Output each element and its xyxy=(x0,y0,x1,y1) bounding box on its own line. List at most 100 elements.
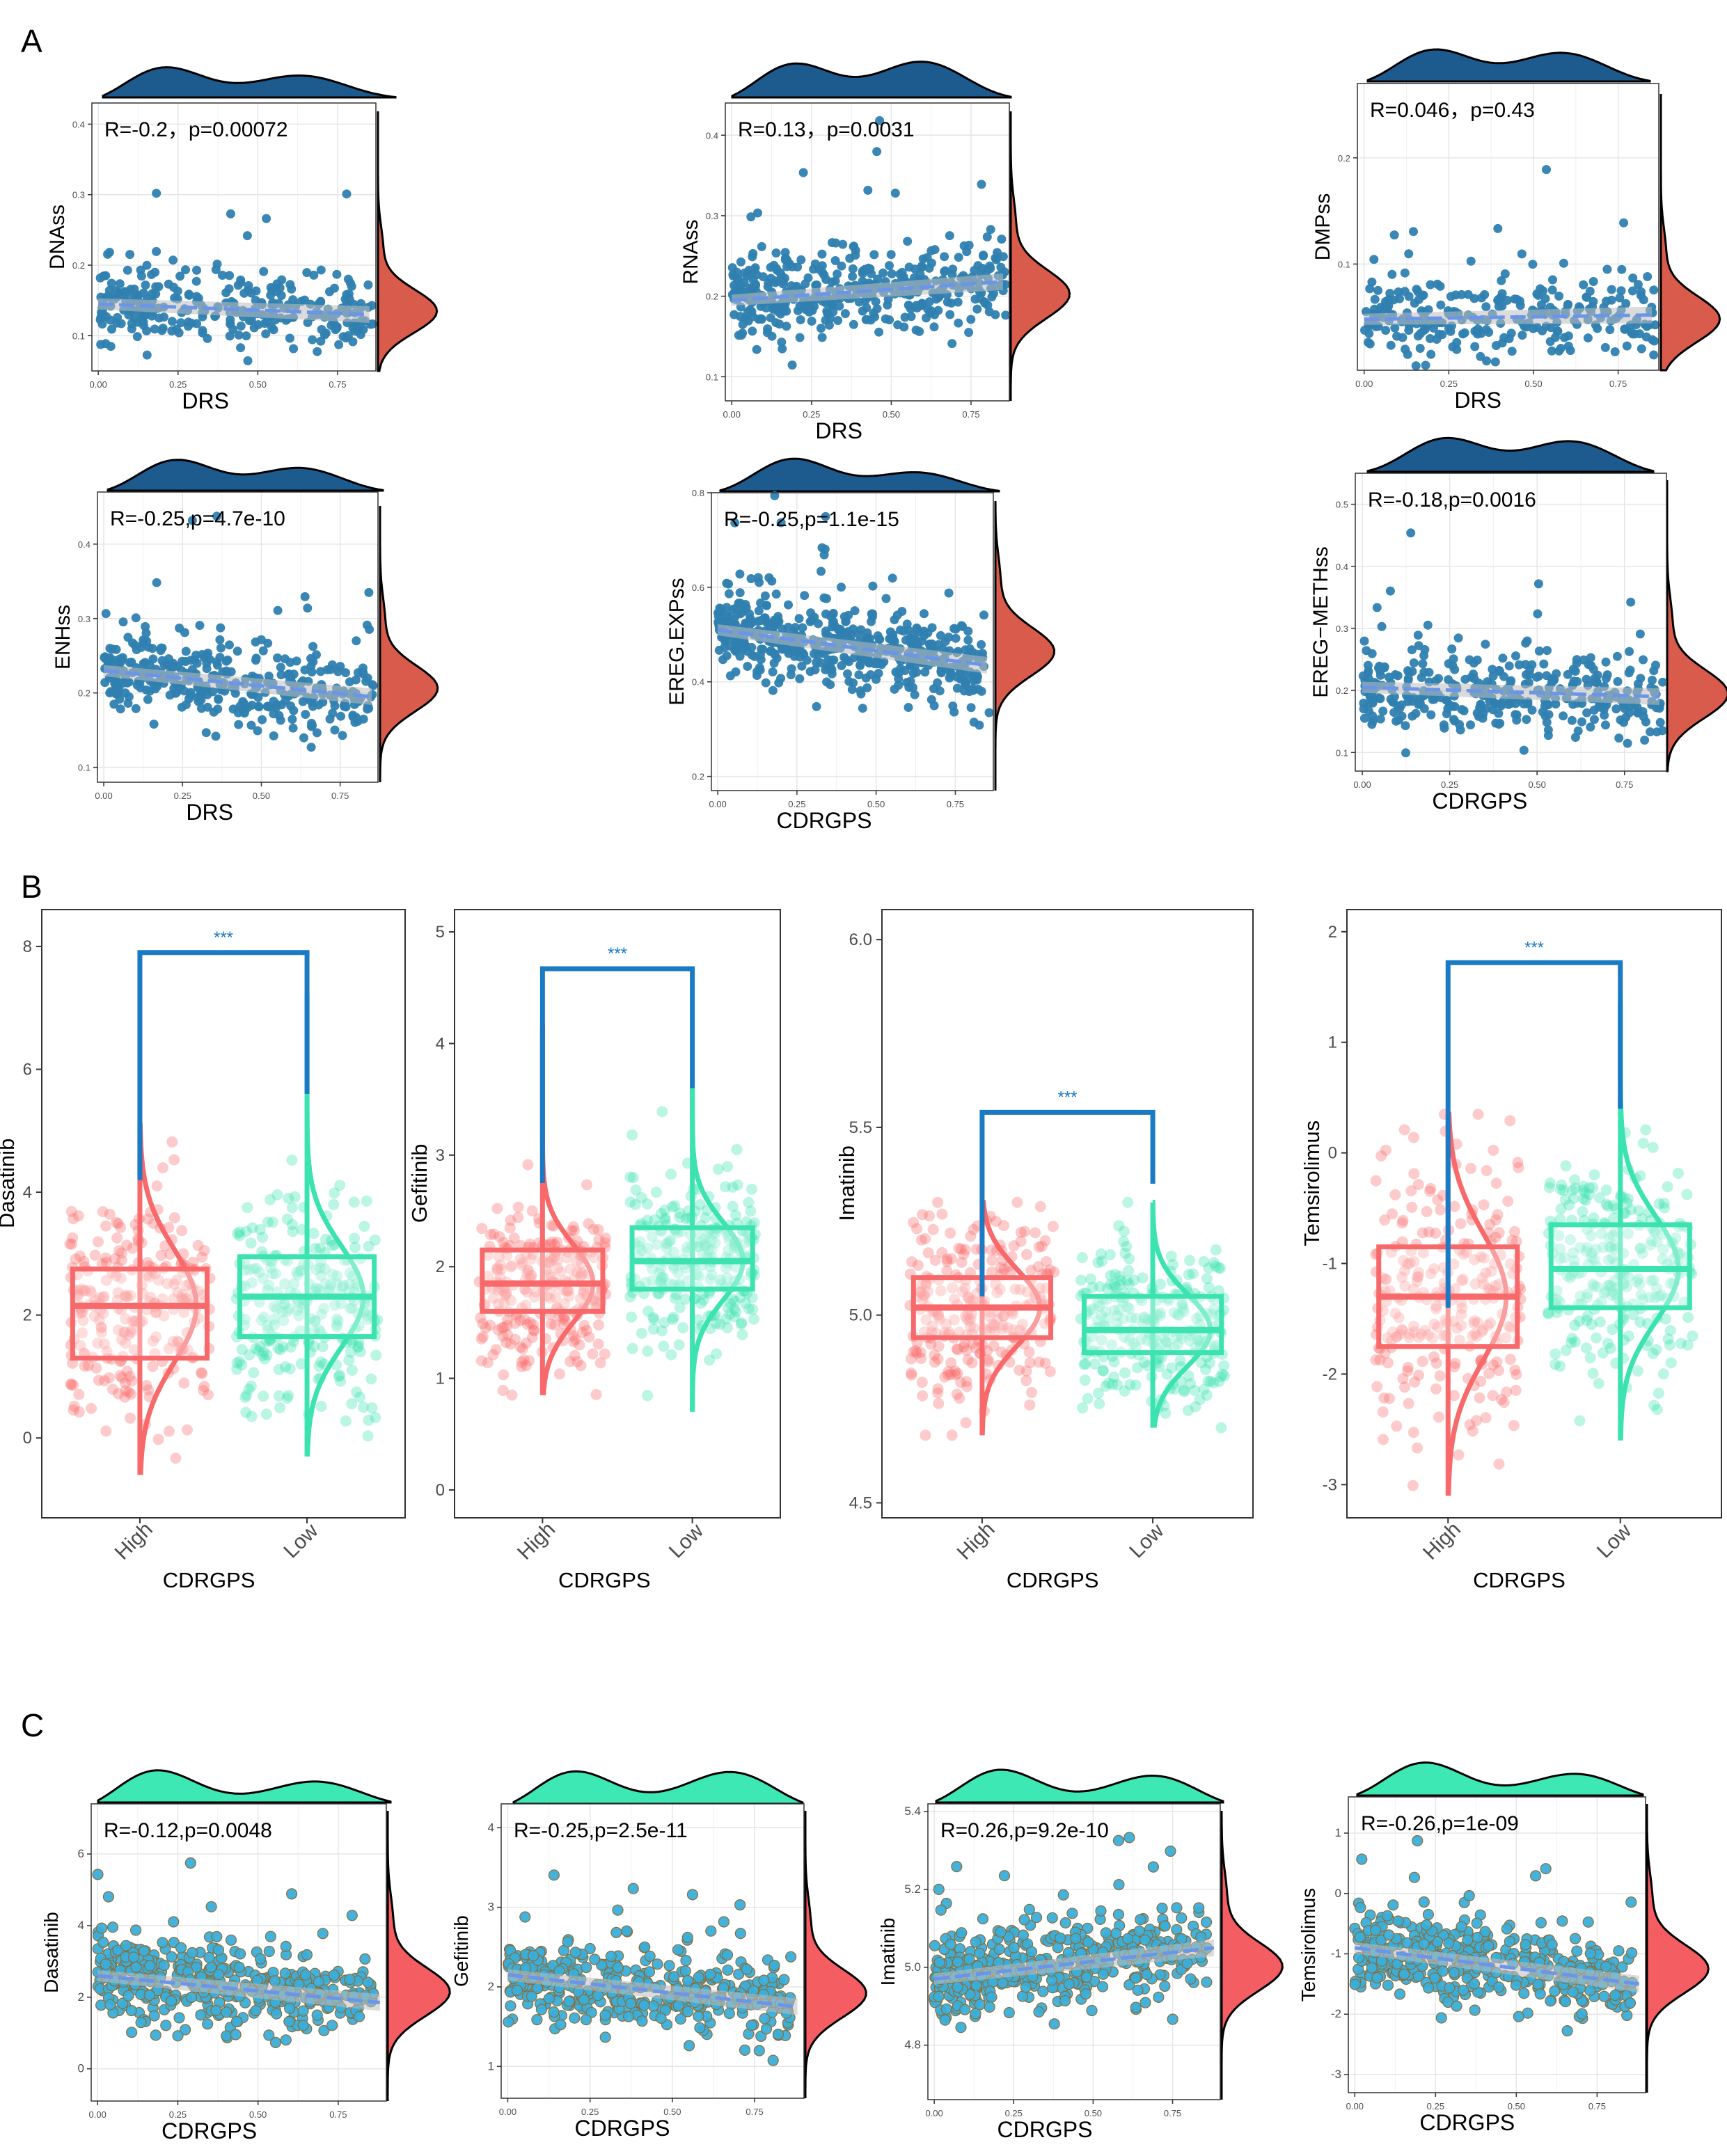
data-point xyxy=(806,608,816,618)
data-point xyxy=(234,720,244,729)
data-point xyxy=(828,301,837,310)
data-point xyxy=(888,573,897,583)
data-point xyxy=(801,305,810,315)
jitter-point xyxy=(1580,1194,1592,1206)
y-tick-label: 0 xyxy=(23,1429,32,1448)
data-point xyxy=(837,261,846,271)
data-point xyxy=(1559,258,1568,268)
jitter-point xyxy=(498,1369,510,1381)
data-point xyxy=(1579,655,1588,665)
data-point xyxy=(359,1953,371,1965)
data-point xyxy=(1658,677,1668,687)
data-point xyxy=(308,657,318,667)
data-point xyxy=(1378,706,1388,716)
data-point xyxy=(1626,328,1636,337)
jitter-point xyxy=(1501,1386,1513,1398)
data-point xyxy=(724,589,734,599)
x-tick-label: 0.75 xyxy=(329,379,346,390)
x-tick-label: 0.00 xyxy=(709,799,726,809)
data-point xyxy=(269,731,278,740)
jitter-point xyxy=(1623,1330,1634,1342)
data-point xyxy=(1602,264,1612,274)
data-point xyxy=(136,265,145,275)
jitter-point xyxy=(727,1200,739,1212)
data-point xyxy=(356,299,365,308)
jitter-point xyxy=(1465,1162,1476,1174)
data-point xyxy=(1381,296,1390,306)
jitter-point xyxy=(581,1179,592,1191)
data-point xyxy=(287,715,297,724)
data-point xyxy=(284,669,294,679)
y-axis-label: DNAss xyxy=(46,205,69,269)
data-point xyxy=(812,702,821,711)
data-point xyxy=(1607,285,1616,294)
jitter-point xyxy=(1409,1376,1421,1388)
data-point xyxy=(236,321,246,331)
data-point xyxy=(910,264,920,274)
jitter-point xyxy=(142,1213,154,1225)
jitter-point xyxy=(915,1353,927,1364)
data-point xyxy=(1463,290,1473,299)
jitter-point xyxy=(92,1236,104,1248)
data-point xyxy=(1538,707,1547,717)
jitter-point xyxy=(1434,1370,1446,1382)
x-tick-label: High xyxy=(953,1518,1000,1564)
data-point xyxy=(1404,249,1414,259)
data-point xyxy=(875,116,885,125)
data-point xyxy=(1442,695,1451,705)
data-point xyxy=(966,315,976,324)
data-point xyxy=(175,1942,187,1953)
data-point xyxy=(1628,286,1637,296)
x-density-curve xyxy=(97,1769,392,1804)
jitter-point xyxy=(99,1375,111,1386)
data-point xyxy=(883,294,893,304)
x-tick-label: 0.00 xyxy=(723,409,741,420)
jitter-point xyxy=(1417,1356,1428,1368)
data-point xyxy=(945,310,955,319)
jitter-point xyxy=(920,1233,931,1244)
data-point xyxy=(203,649,213,658)
jitter-point xyxy=(248,1367,260,1379)
data-point xyxy=(352,636,361,646)
data-point xyxy=(772,615,782,625)
data-point xyxy=(718,655,728,665)
data-point xyxy=(843,669,852,679)
data-point xyxy=(848,264,858,274)
data-point xyxy=(913,624,922,634)
data-point xyxy=(760,614,770,624)
jitter-point xyxy=(1047,1221,1059,1232)
jitter-point xyxy=(512,1201,524,1213)
jitter-point xyxy=(1020,1374,1032,1386)
data-point xyxy=(817,333,827,342)
data-point xyxy=(1512,710,1522,720)
x-axis-label: CDRGPS xyxy=(1432,788,1527,814)
data-point xyxy=(812,280,821,290)
data-point xyxy=(1547,346,1556,356)
data-point xyxy=(1648,335,1657,344)
y-tick-label: 5.5 xyxy=(849,1118,872,1137)
data-point xyxy=(1563,301,1572,310)
y-tick-label: 6.0 xyxy=(849,930,872,949)
x-axis-label: CDRGPS xyxy=(777,808,872,833)
data-point xyxy=(226,209,235,219)
x-tick-label: Low xyxy=(1125,1519,1168,1562)
jitter-point xyxy=(932,1196,944,1208)
y-axis-label: ENHss xyxy=(52,605,74,669)
data-point xyxy=(242,231,252,241)
data-point xyxy=(766,647,775,656)
data-point xyxy=(216,623,226,633)
scatter-panel-c1: 0.00 0.25 0.50 0.750246R=-0.12,p=0.0048CDRG… xyxy=(40,1769,451,2143)
jitter-point xyxy=(100,1252,111,1264)
data-point xyxy=(1407,645,1417,655)
y-tick-label: 1 xyxy=(436,1370,445,1388)
data-point xyxy=(1416,328,1426,338)
regression-line xyxy=(731,280,1004,302)
data-point xyxy=(1573,726,1583,736)
data-point xyxy=(793,306,803,315)
data-point xyxy=(851,251,860,260)
data-point xyxy=(228,324,238,334)
jitter-point xyxy=(667,1314,679,1325)
jitter-point xyxy=(170,1452,182,1464)
jitter-point xyxy=(568,1335,579,1347)
